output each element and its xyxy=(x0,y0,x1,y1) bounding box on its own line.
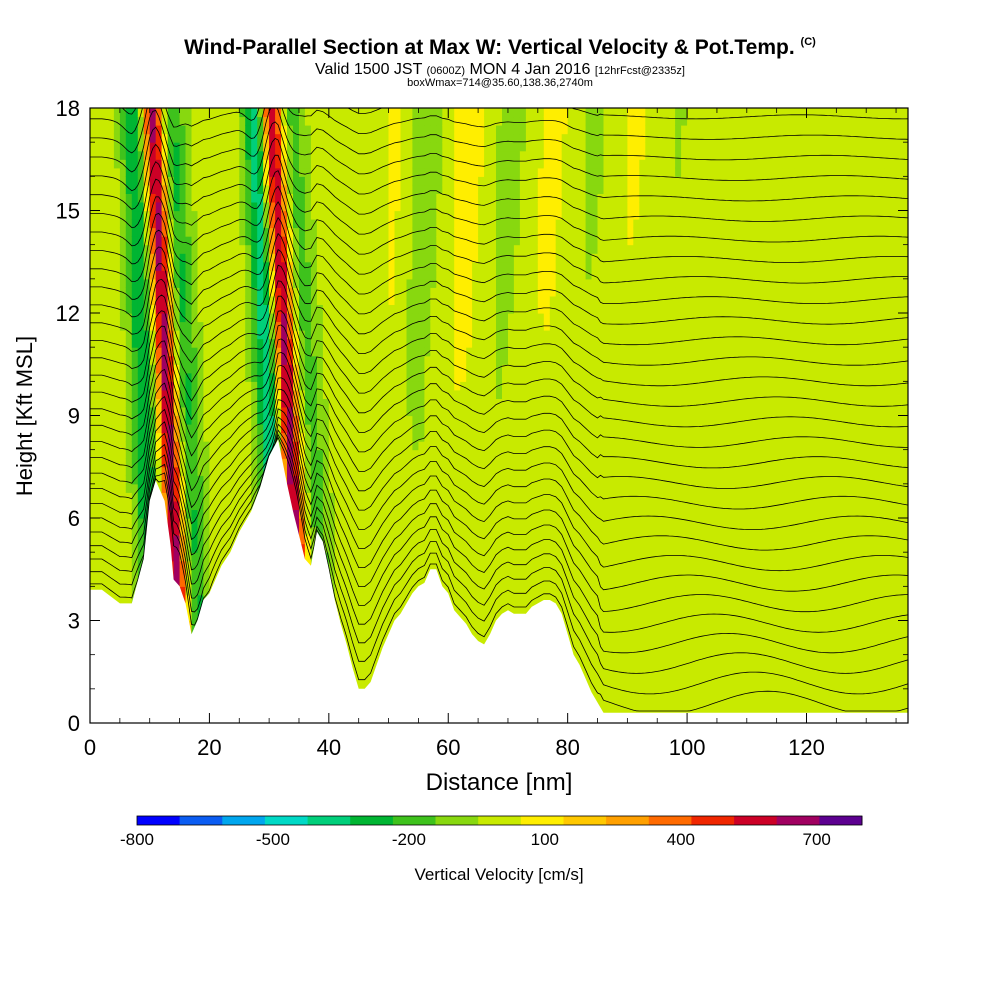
isentrope-line xyxy=(90,388,908,572)
colorbar-tick-label: -200 xyxy=(392,830,426,849)
utc-time: (0600Z) xyxy=(426,65,466,77)
isentrope-line xyxy=(90,185,908,284)
colorbar-swatch xyxy=(392,816,436,825)
isentrope-line xyxy=(90,170,908,264)
colorbar-swatch xyxy=(520,816,564,825)
isentrope-line xyxy=(90,310,908,448)
isentrope-line xyxy=(90,364,908,530)
y-tick-label: 0 xyxy=(68,711,80,736)
colorbar-swatch xyxy=(819,816,863,825)
x-axis: 0 20 40 60 80 100 120 xyxy=(84,108,897,760)
isentrope-line xyxy=(90,408,908,613)
isentrope-line xyxy=(90,324,908,469)
x-axis-label: Distance [nm] xyxy=(426,769,573,796)
box-max-info: boxWmax=714@35.60,138.36,2740m xyxy=(407,77,593,89)
colorbar-swatch xyxy=(137,816,181,825)
isentrope-line xyxy=(90,436,908,712)
colorbar-swatch xyxy=(350,816,394,825)
colorbar-tick-label: -800 xyxy=(120,830,154,849)
isentrope-line xyxy=(90,280,908,407)
colorbar-swatch xyxy=(222,816,266,825)
y-tick-label: 6 xyxy=(68,506,80,531)
x-tick-label: 120 xyxy=(788,735,825,760)
copyright-mark: (C) xyxy=(800,36,816,48)
colorbar-tick-label: -500 xyxy=(256,830,290,849)
isentrope-line xyxy=(90,216,908,325)
colorbar-label: Vertical Velocity [cm/s] xyxy=(414,865,583,884)
colorbar-swatch xyxy=(307,816,351,825)
isentrope-line xyxy=(90,248,908,366)
valid-time: Valid 1500 JST xyxy=(315,61,423,78)
isentrope-line xyxy=(90,351,908,510)
y-tick-label: 12 xyxy=(56,301,80,326)
isentrope-line xyxy=(90,154,908,243)
isentrope-line xyxy=(90,232,908,346)
colorbar-tick-label: 400 xyxy=(667,830,695,849)
y-tick-label: 3 xyxy=(68,609,80,634)
isentrope-line xyxy=(90,429,908,674)
terrain xyxy=(90,439,908,723)
x-tick-label: 20 xyxy=(197,735,221,760)
isentrope-line xyxy=(90,433,908,695)
y-tick-label: 18 xyxy=(56,96,80,121)
x-tick-label: 40 xyxy=(317,735,341,760)
y-tick-label: 15 xyxy=(56,199,80,224)
colorbar-swatch xyxy=(648,816,692,825)
isentrope-line xyxy=(90,201,908,305)
potential-temperature-contours xyxy=(90,108,908,712)
isentrope-line xyxy=(90,338,908,489)
isentrope-line xyxy=(90,399,908,592)
y-tick-label: 9 xyxy=(68,404,80,429)
x-tick-label: 80 xyxy=(555,735,579,760)
forecast-info: [12hrFcst@2335z] xyxy=(594,65,685,77)
valid-date: MON 4 Jan 2016 xyxy=(469,61,591,78)
isentrope-line xyxy=(90,108,908,181)
chart-title: Wind-Parallel Section at Max W: Vertical… xyxy=(184,36,816,59)
y-axis-label: Height [Kft MSL] xyxy=(12,336,37,496)
isentrope-line xyxy=(90,423,908,654)
x-tick-label: 0 xyxy=(84,735,96,760)
isentrope-line xyxy=(90,108,908,161)
x-tick-label: 100 xyxy=(669,735,706,760)
y-axis: 0 3 6 9 12 15 18 xyxy=(56,96,908,736)
isentrope-line xyxy=(90,108,908,140)
isentrope-line xyxy=(90,137,908,222)
colorbar-swatch xyxy=(691,816,735,825)
colorbar-frame xyxy=(136,815,863,826)
isentrope-line xyxy=(90,416,908,633)
colorbar-tick-label: 100 xyxy=(531,830,559,849)
colorbar-swatch xyxy=(478,816,522,825)
isentrope-line xyxy=(121,108,908,120)
colorbar-swatch xyxy=(606,816,650,825)
colorbar-swatch xyxy=(264,816,308,825)
isentrope-line xyxy=(90,121,908,202)
colorbar-swatch xyxy=(734,816,778,825)
isentrope-line xyxy=(90,264,908,387)
colorbar-swatch xyxy=(776,816,820,825)
colorbar: -800 -500 -200 100 400 700 xyxy=(120,815,863,849)
isentrope-line xyxy=(90,377,908,551)
colorbar-tick-label: 700 xyxy=(803,830,831,849)
colorbar-swatch xyxy=(563,816,607,825)
isentrope-line xyxy=(90,295,908,428)
valid-time-line: Valid 1500 JST (0600Z) MON 4 Jan 2016 [1… xyxy=(0,61,1000,79)
x-tick-label: 60 xyxy=(436,735,460,760)
colorbar-swatch xyxy=(179,816,223,825)
colorbar-swatch xyxy=(435,816,479,825)
